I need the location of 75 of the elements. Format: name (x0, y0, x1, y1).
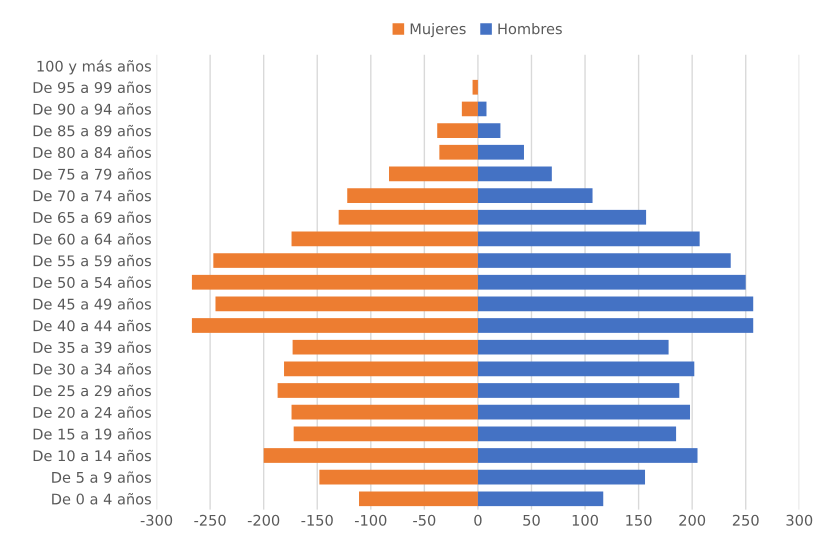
y-tick-label: De 55 a 59 años (34, 254, 151, 266)
bar (478, 274, 746, 290)
y-tick-label: De 30 a 34 años (34, 363, 151, 375)
bar (478, 166, 552, 182)
bar (478, 102, 486, 116)
y-tick-label: De 75 a 79 años (34, 168, 151, 180)
y-tick-label: De 5 a 9 años (52, 471, 151, 483)
bar (478, 404, 690, 420)
legend-label: Hombres (498, 23, 562, 34)
bar (338, 210, 478, 225)
bar (292, 232, 478, 246)
bar (478, 340, 669, 355)
bar (294, 426, 478, 442)
x-tick-label: 250 (732, 514, 759, 526)
bar (478, 448, 698, 463)
x-tick-label: -150 (301, 514, 333, 526)
y-tick-label: De 15 a 19 años (34, 428, 151, 440)
bar (478, 361, 694, 376)
bar (215, 296, 478, 312)
y-tick-label: De 65 a 69 años (34, 211, 151, 223)
bar (478, 123, 500, 138)
y-tick-label: De 40 a 44 años (34, 320, 151, 332)
y-tick-label: De 0 a 4 años (52, 493, 151, 505)
x-tick-label: -50 (413, 514, 436, 526)
bar (437, 123, 478, 138)
bar (359, 491, 478, 506)
bar (292, 404, 478, 420)
y-tick-label: De 80 a 84 años (34, 146, 151, 158)
x-tick-label: -200 (248, 514, 280, 526)
bar (439, 144, 478, 160)
bar (472, 80, 478, 95)
bar (478, 210, 646, 225)
bar (278, 383, 478, 398)
bar (478, 232, 700, 246)
x-tick-label: 200 (679, 514, 706, 526)
y-tick-label: De 95 a 99 años (34, 82, 151, 94)
bar (478, 491, 604, 506)
bar (462, 102, 478, 116)
bar (478, 253, 731, 268)
y-tick-label: De 20 a 24 años (34, 406, 151, 418)
x-tick-label: 150 (626, 514, 652, 526)
y-tick-label: De 25 a 29 años (34, 384, 151, 396)
legend-label: Mujeres (410, 23, 466, 38)
y-tick-label: De 85 a 89 años (34, 124, 151, 136)
x-tick-label: -100 (354, 514, 386, 526)
bar (264, 448, 478, 463)
bar (389, 166, 478, 182)
bar (213, 253, 478, 268)
y-tick-label: De 60 a 64 años (34, 233, 151, 245)
bar (478, 144, 524, 160)
bar (478, 318, 754, 333)
y-tick-label: De 45 a 49 años (34, 298, 151, 310)
x-tick-label: 50 (523, 514, 540, 526)
y-tick-label: De 50 a 54 años (34, 276, 151, 288)
bar (478, 383, 680, 398)
bar (192, 318, 478, 333)
bar (192, 274, 478, 290)
bar (292, 340, 478, 355)
bar (319, 470, 478, 485)
x-tick-label: -250 (194, 514, 226, 526)
x-tick-label: 300 (786, 514, 812, 526)
x-tick-label: 0 (474, 514, 482, 526)
y-tick-label: De 70 a 74 años (34, 190, 151, 202)
bar (478, 426, 676, 442)
x-tick-label: -300 (140, 514, 172, 526)
y-tick-label: De 10 a 14 años (34, 450, 151, 462)
y-tick-label: 100 y más años (37, 60, 151, 74)
y-tick-label: De 90 a 94 años (34, 103, 151, 115)
bar (284, 361, 478, 376)
bar (478, 470, 646, 485)
y-tick-label: De 35 a 39 años (34, 341, 151, 353)
bar (347, 188, 478, 203)
bar (478, 188, 593, 203)
bar (478, 296, 754, 312)
x-tick-label: 100 (572, 514, 598, 526)
